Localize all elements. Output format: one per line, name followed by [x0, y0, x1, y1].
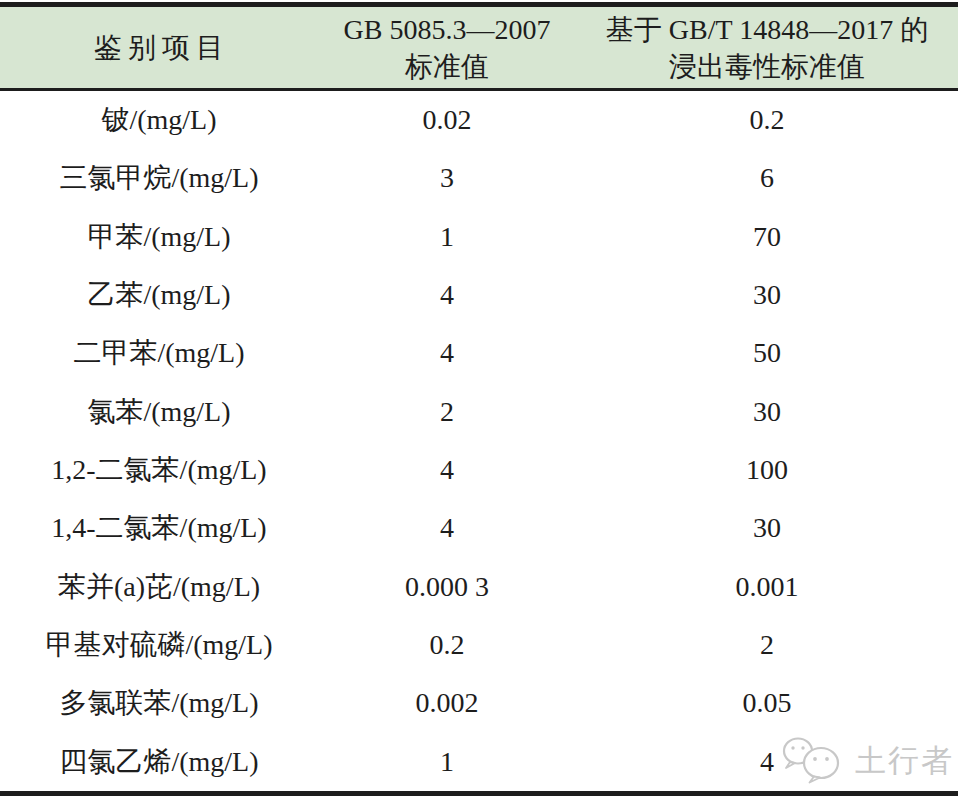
gb14848-value-cell: 50 — [576, 339, 958, 367]
gb14848-value-cell: 30 — [576, 398, 958, 426]
item-cell: 多氯联苯/(mg/L) — [0, 689, 318, 717]
item-cell: 三氯甲烷/(mg/L) — [0, 164, 318, 192]
gb14848-value-cell: 6 — [576, 164, 958, 192]
gb14848-value-cell: 2 — [576, 631, 958, 659]
gb5085-value-cell: 4 — [318, 514, 576, 542]
gb14848-value-cell: 0.05 — [576, 689, 958, 717]
gb5085-value-cell: 1 — [318, 223, 576, 251]
table-row: 苯并(a)芘/(mg/L) 0.000 3 0.001 — [0, 558, 958, 616]
gb14848-value-cell: 30 — [576, 281, 958, 309]
item-cell: 乙苯/(mg/L) — [0, 281, 318, 309]
gb5085-value-cell: 4 — [318, 339, 576, 367]
table-row: 甲基对硫磷/(mg/L) 0.2 2 — [0, 616, 958, 674]
watermark-label: 土行者 — [855, 745, 954, 776]
gb14848-value-cell: 70 — [576, 223, 958, 251]
table-row: 甲苯/(mg/L) 1 70 — [0, 208, 958, 266]
table-row: 二甲苯/(mg/L) 4 50 — [0, 324, 958, 382]
gb14848-value-cell: 100 — [576, 456, 958, 484]
item-cell: 甲苯/(mg/L) — [0, 223, 318, 251]
item-cell: 氯苯/(mg/L) — [0, 398, 318, 426]
item-cell: 1,2-二氯苯/(mg/L) — [0, 456, 318, 484]
header-cell-gb5085: GB 5085.3—2007 标准值 — [318, 11, 576, 85]
gb14848-value-cell: 30 — [576, 514, 958, 542]
gb5085-value-cell: 1 — [318, 748, 576, 776]
item-cell: 1,4-二氯苯/(mg/L) — [0, 514, 318, 542]
header-gb5085-line1: GB 5085.3—2007 — [318, 11, 576, 48]
table-row: 氯苯/(mg/L) 2 30 — [0, 383, 958, 441]
page: 鉴别项目 GB 5085.3—2007 标准值 基于 GB/T 14848—20… — [0, 0, 964, 802]
gb5085-value-cell: 0.2 — [318, 631, 576, 659]
gb5085-value-cell: 0.002 — [318, 689, 576, 717]
item-cell: 二甲苯/(mg/L) — [0, 339, 318, 367]
table-row: 三氯甲烷/(mg/L) 3 6 — [0, 149, 958, 207]
table-row: 多氯联苯/(mg/L) 0.002 0.05 — [0, 674, 958, 732]
table-row: 乙苯/(mg/L) 4 30 — [0, 266, 958, 324]
item-cell: 苯并(a)芘/(mg/L) — [0, 573, 318, 601]
header-item-label: 鉴别项目 — [6, 29, 318, 66]
gb5085-value-cell: 4 — [318, 281, 576, 309]
wechat-logo-icon — [781, 736, 847, 784]
gb5085-value-cell: 4 — [318, 456, 576, 484]
table-body: 铍/(mg/L) 0.02 0.2 三氯甲烷/(mg/L) 3 6 甲苯/(mg… — [0, 91, 958, 791]
standards-table: 鉴别项目 GB 5085.3—2007 标准值 基于 GB/T 14848—20… — [0, 2, 958, 796]
gb14848-value-cell: 0.2 — [576, 106, 958, 134]
table-header: 鉴别项目 GB 5085.3—2007 标准值 基于 GB/T 14848—20… — [0, 7, 958, 91]
header-gb14848-line1: 基于 GB/T 14848—2017 的 — [576, 11, 958, 48]
gb14848-value-cell: 0.001 — [576, 573, 958, 601]
table-row: 1,4-二氯苯/(mg/L) 4 30 — [0, 499, 958, 557]
gb5085-value-cell: 2 — [318, 398, 576, 426]
header-gb14848-line2: 浸出毒性标准值 — [576, 48, 958, 85]
gb5085-value-cell: 3 — [318, 164, 576, 192]
header-cell-gb14848: 基于 GB/T 14848—2017 的 浸出毒性标准值 — [576, 11, 958, 85]
item-cell: 四氯乙烯/(mg/L) — [0, 748, 318, 776]
item-cell: 铍/(mg/L) — [0, 106, 318, 134]
item-cell: 甲基对硫磷/(mg/L) — [0, 631, 318, 659]
table-row: 1,2-二氯苯/(mg/L) 4 100 — [0, 441, 958, 499]
header-cell-item: 鉴别项目 — [0, 29, 318, 66]
table-row: 铍/(mg/L) 0.02 0.2 — [0, 91, 958, 149]
header-gb5085-line2: 标准值 — [318, 48, 576, 85]
gb5085-value-cell: 0.02 — [318, 106, 576, 134]
watermark: 土行者 — [781, 736, 954, 784]
gb5085-value-cell: 0.000 3 — [318, 573, 576, 601]
